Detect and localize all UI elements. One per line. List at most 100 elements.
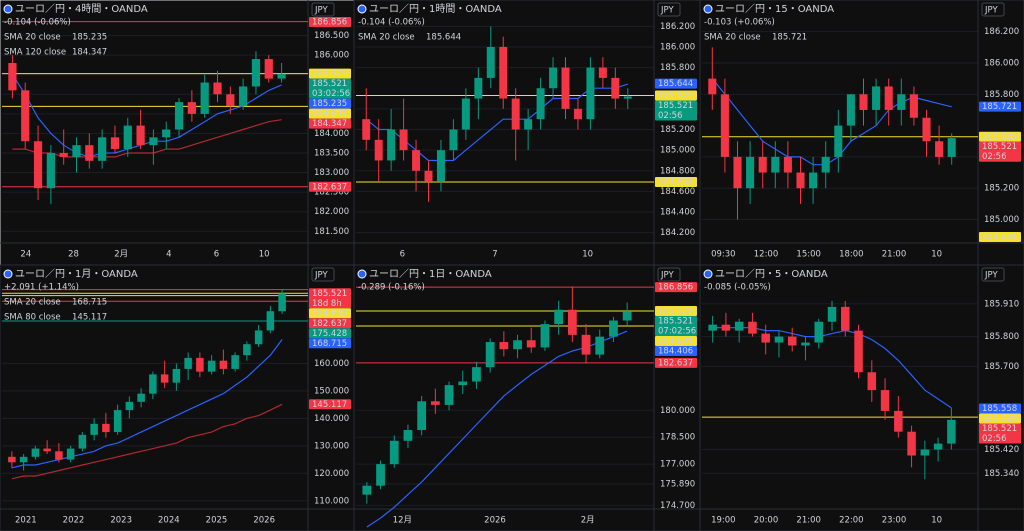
price-label-countdown: 02:56 (982, 434, 1007, 444)
candle-body (540, 324, 550, 348)
x-tick-label: 2024 (158, 516, 180, 526)
x-tick-label: 28 (68, 250, 79, 260)
currency-box (311, 267, 335, 282)
y-tick-label: 184.200 (660, 228, 695, 238)
candle-body (774, 336, 784, 343)
y-tick-label: 175.890 (660, 480, 695, 490)
y-tick-label: 184.800 (660, 166, 695, 176)
candle-body (162, 129, 171, 138)
y-tick-label: 181.500 (314, 227, 349, 237)
price-label-text: 185.721 (982, 102, 1017, 112)
currency-box (981, 267, 1005, 282)
price-label-text: 175.428 (312, 329, 347, 339)
candle-body (721, 324, 731, 331)
y-tick-label: 183.500 (314, 148, 349, 158)
x-tick-label: 15:00 (796, 250, 821, 260)
candle-body (376, 464, 385, 486)
x-tick-label: 24 (20, 250, 31, 260)
x-tick-label: 18:00 (839, 250, 864, 260)
candle-body (254, 330, 263, 345)
candle-body (374, 139, 383, 161)
price-label-text: 184.691 (658, 336, 693, 346)
candle-body (909, 94, 918, 118)
y-tick-label: 185.800 (660, 63, 695, 73)
candle-body (894, 410, 903, 432)
candle-body (922, 117, 931, 142)
chart-panel: 185.340 185.420 185.700 185.800 185.910 19:00… (699, 264, 1024, 531)
x-tick-label: 2022 (63, 516, 85, 526)
price-label (655, 100, 697, 121)
symbol-icon (3, 269, 13, 279)
price-label-text: 182.637 (312, 182, 347, 192)
candle-body (226, 94, 235, 107)
price-label (309, 328, 351, 339)
y-tick-label: 150.000 (314, 386, 349, 396)
y-tick-label: 110.000 (314, 496, 349, 506)
panel-background (0, 0, 355, 266)
price-label (309, 338, 351, 349)
y-tick-label: 130.000 (314, 441, 349, 451)
candle-body (149, 374, 157, 394)
price-label-text: 185.521 (658, 101, 693, 111)
chart-panel: 174.700 175.890 177.000 178.500 180.000 12月 20… (353, 264, 701, 531)
price-change: -0.103 (+0.06%) (704, 18, 775, 28)
candle-body (573, 108, 582, 120)
x-tick-label: 6 (214, 250, 219, 260)
candle-body (123, 125, 132, 150)
candle-body (598, 67, 607, 78)
candle-body (854, 330, 863, 373)
candle-body (362, 485, 372, 495)
x-tick-label: 2023 (110, 516, 132, 526)
price-label-text: 185.235 (312, 99, 347, 109)
currency: JPY (314, 271, 328, 281)
candle-body (412, 150, 421, 171)
price-label-text: 185.529 (658, 306, 693, 316)
candle-body (499, 342, 509, 350)
x-tick-label: 21:00 (796, 516, 821, 526)
candle-body (486, 46, 495, 78)
candle-body (536, 88, 545, 120)
y-tick-label: 186.200 (984, 27, 1019, 37)
price-label-text: 184.691 (312, 109, 347, 119)
candle-body (362, 119, 371, 140)
candle-body (98, 137, 107, 161)
candle-body (59, 152, 68, 157)
candle-body (897, 94, 906, 110)
indicator-value: 168.715 (72, 298, 107, 308)
sma-line (11, 339, 283, 469)
price-label (309, 288, 351, 309)
y-tick-label: 185.910 (984, 299, 1019, 309)
candle-body (801, 342, 810, 346)
candle-body (21, 90, 30, 142)
x-tick-label: 7 (492, 250, 497, 260)
price-label (309, 118, 351, 129)
x-tick-label: 21:00 (882, 250, 907, 260)
panel-background (353, 0, 701, 266)
candle-body (31, 448, 40, 457)
candle-body (734, 321, 744, 331)
currency: JPY (984, 271, 998, 281)
indicator-value: 185.644 (426, 33, 461, 43)
candle-body (511, 98, 520, 130)
y-tick-label: 185.200 (660, 125, 695, 135)
candle-body (387, 129, 396, 161)
y-tick-label: 178.500 (660, 433, 695, 443)
price-change: -0.085 (-0.05%) (704, 283, 771, 293)
y-tick-label: 182.500 (314, 188, 349, 198)
chart-title: ユーロ／円・1月・OANDA (15, 268, 138, 280)
candle-body (172, 368, 181, 383)
candle-body (748, 321, 757, 334)
x-tick-label: 10 (931, 250, 942, 260)
y-tick-label: 185.700 (984, 362, 1019, 372)
y-tick-label: 185.420 (984, 445, 1019, 455)
price-label-text: 185.644 (658, 79, 693, 89)
candle-body (8, 456, 16, 463)
y-tick-label: 120.000 (314, 469, 349, 479)
price-label (979, 403, 1021, 414)
candle-body (72, 145, 81, 157)
symbol-icon (357, 4, 367, 14)
candle-body (821, 156, 830, 173)
symbol-icon (703, 269, 713, 279)
candle-body (761, 333, 770, 343)
candle-body (947, 419, 956, 444)
